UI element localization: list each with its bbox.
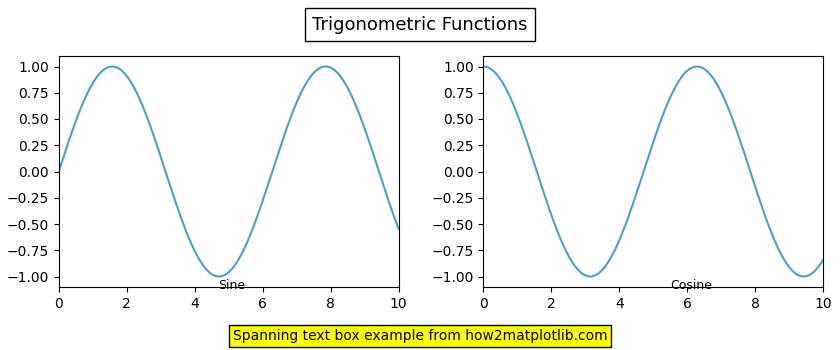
Text: Trigonometric Functions: Trigonometric Functions <box>312 15 528 34</box>
Text: Sine: Sine <box>218 279 245 292</box>
Text: Cosine: Cosine <box>670 279 712 292</box>
Text: Spanning text box example from how2matplotlib.com: Spanning text box example from how2matpl… <box>233 329 607 343</box>
